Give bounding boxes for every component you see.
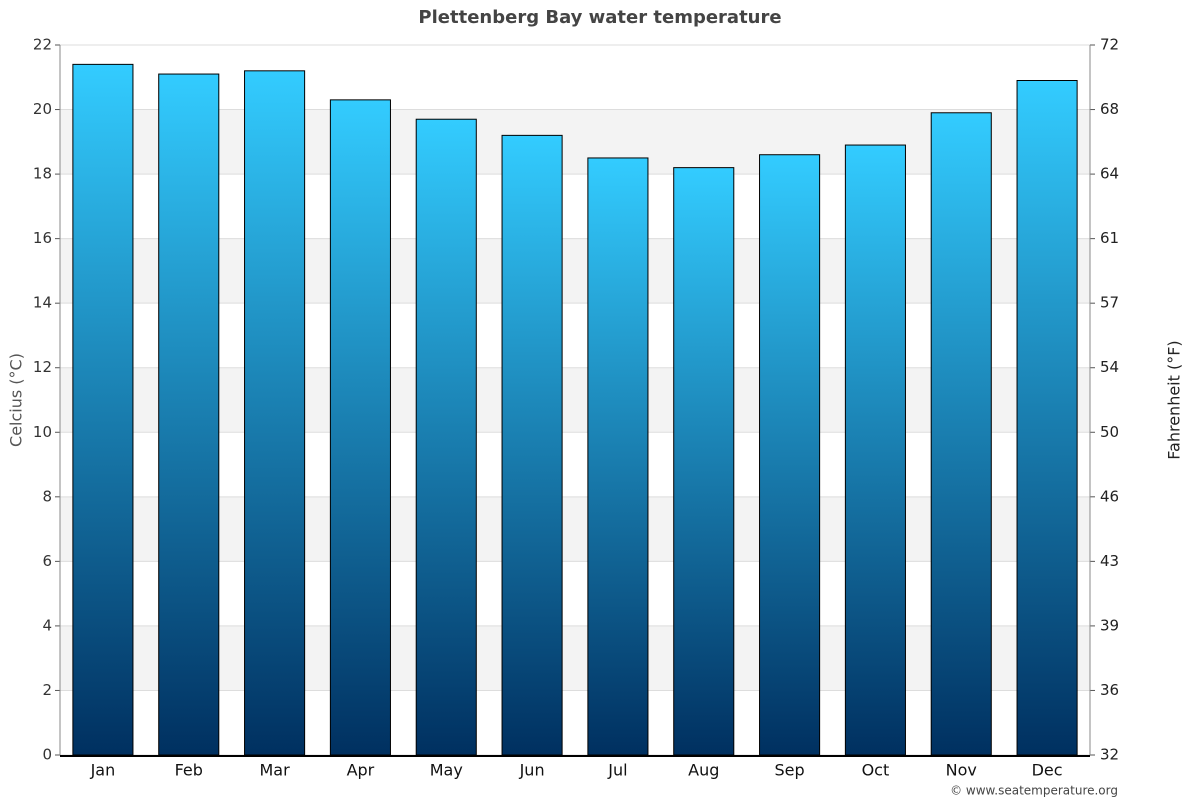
bar xyxy=(329,99,391,756)
y2-tick-label: 50 xyxy=(1100,423,1119,441)
y-tick-label: 2 xyxy=(42,681,52,699)
bar xyxy=(415,118,477,756)
grid-band xyxy=(60,367,1090,433)
y-tick-label: 4 xyxy=(42,616,52,634)
x-tick-label: Jun xyxy=(519,761,545,780)
x-tick-label: Mar xyxy=(259,761,290,780)
chart-title: Plettenberg Bay water temperature xyxy=(418,7,781,28)
y2-tick-label: 36 xyxy=(1100,681,1119,699)
grid-band xyxy=(60,625,1090,691)
y-tick-label: 22 xyxy=(33,36,52,54)
y2-tick-label: 46 xyxy=(1100,487,1119,505)
y-tick-label: 18 xyxy=(33,165,52,183)
y2-tick-label: 54 xyxy=(1100,358,1119,376)
y2-tick-label: 39 xyxy=(1100,616,1119,634)
y-tick-label: 14 xyxy=(33,294,52,312)
y-axis-label: Celcius (°C) xyxy=(7,353,26,447)
bar xyxy=(844,144,906,756)
bar xyxy=(158,73,220,756)
credit: © www.seatemperature.org xyxy=(950,784,1118,798)
y2-axis-label: Fahrenheit (°F) xyxy=(1165,340,1184,459)
x-tick-label: Nov xyxy=(946,761,977,780)
y2-tick-label: 43 xyxy=(1100,552,1119,570)
grid-band xyxy=(60,109,1090,175)
x-tick-label: Feb xyxy=(175,761,203,780)
grid-band xyxy=(60,496,1090,562)
y2-tick-label: 68 xyxy=(1100,100,1119,118)
y-tick-label: 8 xyxy=(42,487,52,505)
y-tick-label: 0 xyxy=(42,746,52,764)
x-tick-label: Aug xyxy=(688,761,719,780)
y2-tick-label: 72 xyxy=(1100,36,1119,54)
bar xyxy=(72,63,134,756)
x-tick-label: Jan xyxy=(90,761,116,780)
y-tick-label: 20 xyxy=(33,100,52,118)
x-tick-label: Oct xyxy=(862,761,890,780)
y-tick-label: 12 xyxy=(33,358,52,376)
bar xyxy=(1016,80,1078,756)
x-tick-label: Sep xyxy=(775,761,805,780)
bar xyxy=(759,154,821,756)
y2-tick-label: 57 xyxy=(1100,294,1119,312)
x-tick-label: Jul xyxy=(607,761,627,780)
x-tick-label: Dec xyxy=(1032,761,1063,780)
y2-tick-label: 61 xyxy=(1100,229,1119,247)
x-tick-label: May xyxy=(430,761,463,780)
y-tick-label: 10 xyxy=(33,423,52,441)
y2-tick-label: 64 xyxy=(1100,165,1119,183)
bar xyxy=(587,157,649,756)
bar xyxy=(673,167,735,756)
grid-band xyxy=(60,238,1090,304)
bar xyxy=(501,134,563,756)
bar xyxy=(930,112,992,756)
y2-tick-label: 32 xyxy=(1100,746,1119,764)
y-tick-label: 16 xyxy=(33,229,52,247)
x-tick-label: Apr xyxy=(347,761,375,780)
bar xyxy=(244,70,306,756)
y-tick-label: 6 xyxy=(42,552,52,570)
